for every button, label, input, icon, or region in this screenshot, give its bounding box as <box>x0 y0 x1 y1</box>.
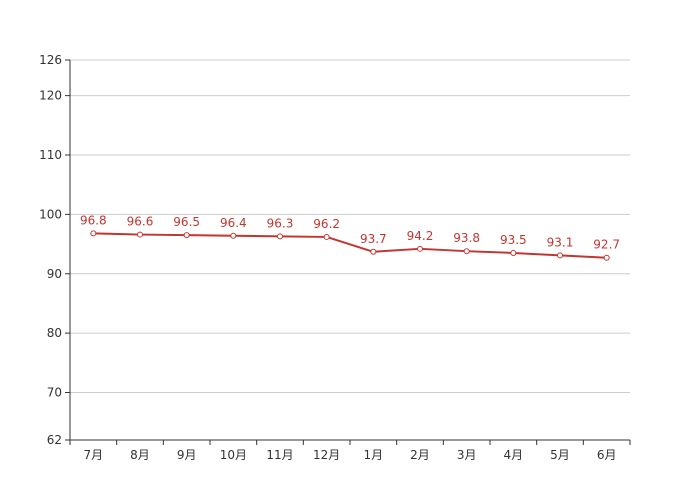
series-line <box>93 232 607 259</box>
x-tick-label: 8月 <box>130 448 150 462</box>
data-point[interactable] <box>417 245 423 252</box>
series <box>90 230 610 261</box>
data-label: 96.3 <box>267 216 294 230</box>
data-label: 96.5 <box>173 215 200 229</box>
y-tick-label: 120 <box>39 89 62 103</box>
data-label: 94.2 <box>407 229 434 243</box>
data-point[interactable] <box>230 232 237 239</box>
data-label: 93.1 <box>547 235 574 249</box>
x-tick-label: 9月 <box>177 448 197 462</box>
y-tick-label: 100 <box>39 207 62 221</box>
x-tick-label: 2月 <box>410 448 430 462</box>
grid-lines <box>70 59 630 393</box>
data-label: 92.7 <box>593 238 620 252</box>
data-label: 96.2 <box>313 217 340 231</box>
y-tick-label: 70 <box>47 386 62 400</box>
data-point[interactable] <box>370 248 377 255</box>
x-tick-label: 7月 <box>84 448 104 462</box>
data-label: 93.8 <box>453 231 480 245</box>
data-point[interactable] <box>557 252 563 259</box>
data-point[interactable] <box>510 249 517 256</box>
x-tick-label: 3月 <box>457 448 477 462</box>
x-tick-label: 12月 <box>313 448 340 462</box>
data-point[interactable] <box>277 233 283 240</box>
data-point[interactable] <box>137 231 143 238</box>
tick-labels: 62 70 80 90 100 110 120 126 7月 8月 9月 10月 11月 12月 1月 2月 3… <box>39 53 616 462</box>
y-tick-label: 126 <box>39 53 62 67</box>
x-tick-label: 6月 <box>597 448 617 462</box>
x-tick-label: 11月 <box>266 448 293 462</box>
data-label: 96.6 <box>127 215 154 229</box>
data-labels: 96.8 96.6 96.5 96.4 96.3 96.2 93.7 94.2 93.8 93.5… <box>80 213 620 251</box>
axes <box>65 59 631 445</box>
x-tick-label: 5月 <box>550 448 570 462</box>
data-label: 96.8 <box>80 213 107 227</box>
x-tick-label: 10月 <box>220 448 247 462</box>
data-point[interactable] <box>90 230 97 237</box>
data-label: 93.5 <box>500 233 527 247</box>
y-tick-label: 110 <box>39 148 62 162</box>
y-tick-label: 90 <box>47 267 62 281</box>
y-tick-label: 80 <box>47 326 62 340</box>
data-point[interactable] <box>323 233 330 240</box>
data-label: 93.7 <box>360 232 387 246</box>
y-tick-label: 62 <box>47 433 62 447</box>
data-point[interactable] <box>463 248 470 255</box>
x-tick-label: 4月 <box>504 448 524 462</box>
x-tick-label: 1月 <box>364 448 384 462</box>
data-point[interactable] <box>183 232 190 239</box>
data-point[interactable] <box>603 254 610 261</box>
data-label: 96.4 <box>220 216 247 230</box>
